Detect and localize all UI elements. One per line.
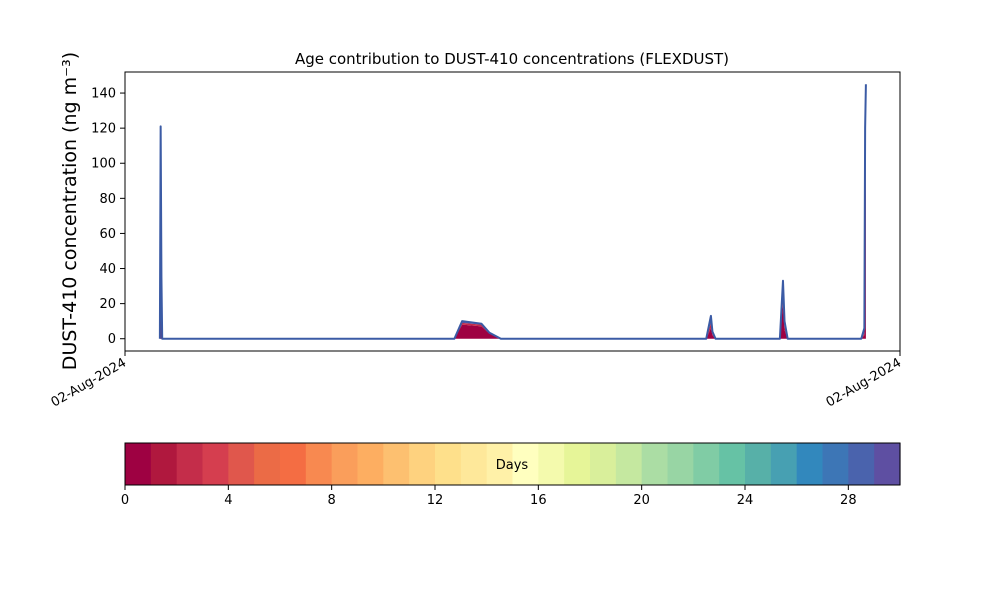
y-tick-label: 0 xyxy=(108,332,116,347)
colorbar-swatch xyxy=(512,443,539,485)
colorbar-swatch xyxy=(848,443,875,485)
chart-title: Age contribution to DUST-410 concentrati… xyxy=(295,50,729,68)
colorbar-swatch xyxy=(435,443,462,485)
colorbar-swatch xyxy=(280,443,307,485)
colorbar-tick-label: 0 xyxy=(121,493,129,508)
plot-frame xyxy=(124,71,901,352)
y-tick-label: 140 xyxy=(91,87,116,102)
colorbar-swatch xyxy=(538,443,565,485)
colorbar-tick-label: 8 xyxy=(328,493,336,508)
colorbar-swatch xyxy=(486,443,514,485)
y-axis-label: DUST-410 concentration (ng m⁻³) xyxy=(59,52,81,370)
colorbar-label: Days xyxy=(496,458,529,473)
colorbar-swatch xyxy=(641,443,669,485)
colorbar-swatch xyxy=(150,443,178,485)
colorbar-tick-label: 20 xyxy=(633,493,650,508)
colorbar-swatch xyxy=(590,443,617,485)
area-series-2 xyxy=(159,122,866,339)
colorbar-tick-label: 12 xyxy=(427,493,444,508)
colorbar-swatch xyxy=(667,443,694,485)
colorbar-tick-label: 16 xyxy=(530,493,547,508)
colorbar-swatch xyxy=(564,443,591,485)
area-series-3 xyxy=(159,84,866,339)
colorbar-frame xyxy=(124,442,901,486)
colorbar-swatch xyxy=(770,443,798,485)
colorbar-swatch xyxy=(254,443,281,485)
x-tick-label: 02-Aug-2024 xyxy=(824,355,904,410)
colorbar-tick-label: 28 xyxy=(840,493,857,508)
colorbar-swatch xyxy=(874,443,901,485)
x-axis-ticks: 02-Aug-2024 02-Aug-2024 xyxy=(49,351,904,411)
total-line xyxy=(158,84,867,340)
area-series-1 xyxy=(159,157,866,339)
colorbar-tick-label: 4 xyxy=(224,493,232,508)
total-line-layer xyxy=(158,84,867,340)
colorbar-swatch xyxy=(305,443,333,485)
colorbar-swatch xyxy=(719,443,746,485)
colorbar-swatch xyxy=(331,443,359,485)
y-tick-label: 120 xyxy=(91,122,116,137)
colorbar-tick-label: 24 xyxy=(737,493,754,508)
colorbar-swatch xyxy=(409,443,436,485)
colorbar-swatch xyxy=(460,443,488,485)
y-axis-ticks: 0 20 40 60 80 100 120 140 xyxy=(91,87,125,347)
colorbar-swatch xyxy=(357,443,384,485)
colorbar-swatch xyxy=(202,443,229,485)
plot-area: 0 20 40 60 80 100 120 140 02-Aug-2024 02-Aug-202… xyxy=(49,71,904,411)
area-layers xyxy=(159,84,866,339)
colorbar-swatch xyxy=(176,443,204,485)
y-tick-label: 20 xyxy=(99,297,116,312)
colorbar-swatch xyxy=(383,443,410,485)
colorbar-swatch xyxy=(125,443,152,485)
colorbar-swatch xyxy=(693,443,720,485)
y-tick-label: 60 xyxy=(99,227,116,242)
colorbar-swatch xyxy=(796,443,824,485)
colorbar-ticks: 0 4 8 12 16 20 24 28 xyxy=(121,485,857,508)
y-tick-label: 100 xyxy=(91,157,116,172)
colorbar-swatches xyxy=(125,443,901,485)
y-tick-label: 40 xyxy=(99,262,116,277)
colorbar-swatch xyxy=(615,443,643,485)
colorbar-swatch xyxy=(228,443,255,485)
colorbar: Days 0 4 8 12 16 20 24 28 xyxy=(121,442,901,508)
colorbar-swatch xyxy=(745,443,772,485)
colorbar-swatch xyxy=(822,443,849,485)
y-tick-label: 80 xyxy=(99,192,116,207)
